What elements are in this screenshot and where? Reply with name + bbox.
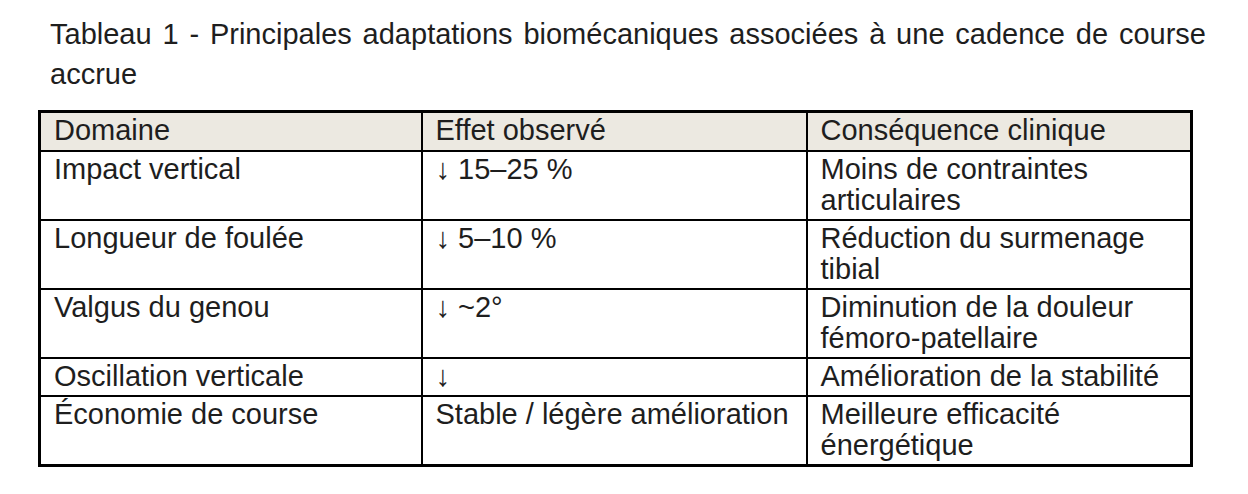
table-cell: Longueur de foulée bbox=[40, 220, 422, 289]
table-cell: Économie de course bbox=[40, 396, 422, 466]
table-row: Oscillation verticale ↓ Amélioration de … bbox=[40, 358, 1192, 396]
table-cell: Réduction du surmenage tibial bbox=[807, 220, 1192, 289]
table-header-row: Domaine Effet observé Conséquence cliniq… bbox=[40, 112, 1192, 151]
table-cell: Amélioration de la stabilité bbox=[807, 358, 1192, 396]
column-header-consequence-clinique: Conséquence clinique bbox=[807, 112, 1192, 151]
column-header-domaine: Domaine bbox=[40, 112, 422, 151]
table-cell: Moins de contraintes articulaires bbox=[807, 151, 1192, 220]
table-cell: ↓ 5–10 % bbox=[422, 220, 807, 289]
table-cell: Stable / légère amélioration bbox=[422, 396, 807, 466]
table-cell: Impact vertical bbox=[40, 151, 422, 220]
column-header-effet-observe: Effet observé bbox=[422, 112, 807, 151]
table-cell: Meilleure efficacité énergétique bbox=[807, 396, 1192, 466]
table-cell: ↓ 15–25 % bbox=[422, 151, 807, 220]
table-cell: Oscillation verticale bbox=[40, 358, 422, 396]
table-row: Valgus du genou ↓ ~2° Diminution de la d… bbox=[40, 289, 1192, 358]
table-row: Économie de course Stable / légère améli… bbox=[40, 396, 1192, 466]
table-cell: ↓ bbox=[422, 358, 807, 396]
table-cell: Diminution de la douleur fémoro-patellai… bbox=[807, 289, 1192, 358]
table-row: Longueur de foulée ↓ 5–10 % Réduction du… bbox=[40, 220, 1192, 289]
document-page: Tableau 1 - Principales adaptations biom… bbox=[0, 0, 1248, 494]
table-cell: ↓ ~2° bbox=[422, 289, 807, 358]
table-cell: Valgus du genou bbox=[40, 289, 422, 358]
table-row: Impact vertical ↓ 15–25 % Moins de contr… bbox=[40, 151, 1192, 220]
biomechanics-table: Domaine Effet observé Conséquence cliniq… bbox=[38, 110, 1193, 467]
table-caption: Tableau 1 - Principales adaptations biom… bbox=[50, 14, 1206, 94]
